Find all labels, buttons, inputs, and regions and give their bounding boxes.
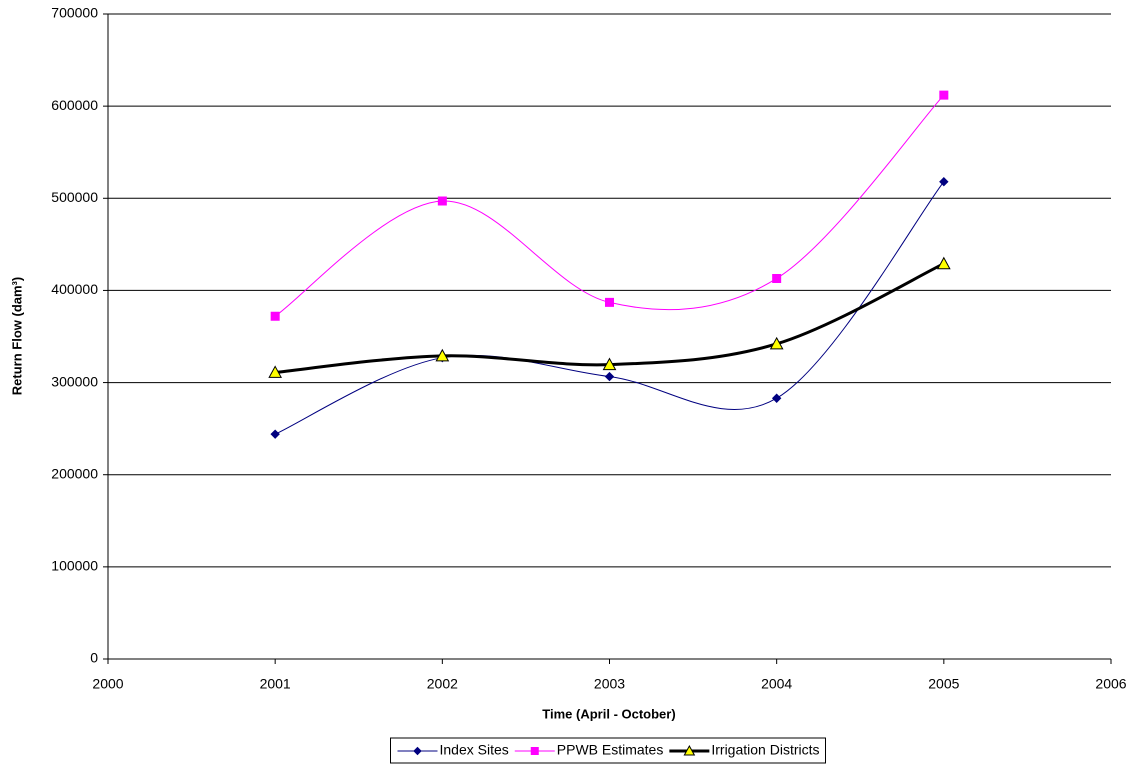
marker — [530, 747, 539, 755]
marker — [437, 196, 447, 206]
marker — [683, 744, 696, 756]
marker — [270, 429, 280, 439]
marker — [769, 336, 784, 350]
marker — [268, 365, 283, 378]
legend-label: Irrigation Districts — [711, 742, 819, 758]
marker — [936, 256, 951, 270]
x-tick-label: 2001 — [260, 676, 291, 692]
y-tick-label: 100000 — [51, 558, 98, 574]
y-tick-label: 700000 — [51, 5, 98, 21]
y-tick-label: 600000 — [51, 97, 98, 113]
legend-box — [390, 737, 826, 764]
y-tick-label: 500000 — [51, 189, 98, 205]
y-tick-label: 400000 — [51, 281, 98, 297]
series-line — [274, 94, 945, 317]
series-line — [274, 181, 945, 435]
marker — [772, 273, 782, 283]
legend-label: Index Sites — [440, 742, 509, 758]
x-tick-label: 2006 — [1095, 676, 1126, 692]
marker — [413, 746, 422, 756]
marker — [771, 393, 782, 403]
y-tick-label: 300000 — [51, 373, 98, 389]
marker — [939, 176, 949, 187]
y-tick-label: 200000 — [51, 465, 98, 481]
x-tick-label: 2003 — [594, 676, 625, 692]
legend: Index Sites PPWB Estimates Irrigation Dist… — [390, 737, 826, 764]
legend-label: PPWB Estimates — [557, 742, 664, 758]
x-tick-label: 2000 — [92, 676, 123, 692]
y-axis-title: Return Flow (dam³) — [9, 277, 24, 395]
marker — [605, 297, 614, 307]
marker — [270, 311, 280, 321]
series-line — [275, 262, 945, 374]
x-tick-label: 2004 — [761, 676, 792, 692]
marker — [939, 90, 949, 100]
marker — [602, 357, 617, 371]
y-tick-label: 0 — [90, 650, 98, 666]
marker — [604, 371, 615, 382]
x-tick-label: 2002 — [427, 676, 458, 692]
x-axis-title: Time (April - October) — [542, 706, 675, 721]
marker — [435, 348, 450, 362]
x-tick-label: 2005 — [928, 676, 959, 692]
